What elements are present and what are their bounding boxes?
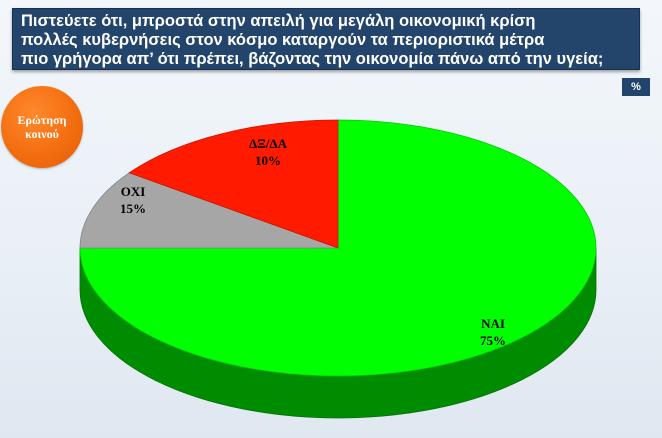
unit-label: % bbox=[622, 78, 650, 96]
audience-question-badge: Ερώτηση κοινού bbox=[1, 86, 83, 168]
pie-value-label-1: 10% bbox=[255, 153, 281, 168]
question-title-line-1: Πιστεύετε ότι, μπροστά στην απειλή για μ… bbox=[21, 12, 536, 30]
pie-label-0: ΝΑΙ bbox=[481, 316, 505, 331]
pie-slice-2 bbox=[128, 119, 339, 249]
pie-value-label-2: 15% bbox=[120, 201, 146, 216]
question-title-line-2: πολλές κυβερνήσεις στον κόσμο καταργούν … bbox=[21, 31, 545, 49]
pie-label-2: ΟΧΙ bbox=[121, 184, 146, 199]
pie-slice-1 bbox=[79, 172, 339, 249]
pie-slice-0 bbox=[79, 119, 597, 377]
badge-line-2: κοινού bbox=[25, 127, 59, 141]
pie-value-label-0: 75% bbox=[480, 333, 506, 348]
pie-label-1: ΔΞ/ΔΑ bbox=[249, 136, 288, 151]
question-title-line-3: πιο γρήγορα απ’ ότι πρέπει, βάζοντας την… bbox=[21, 50, 604, 68]
badge-line-1: Ερώτηση bbox=[17, 113, 67, 127]
question-title: Πιστεύετε ότι, μπροστά στην απειλή για μ… bbox=[12, 8, 640, 70]
